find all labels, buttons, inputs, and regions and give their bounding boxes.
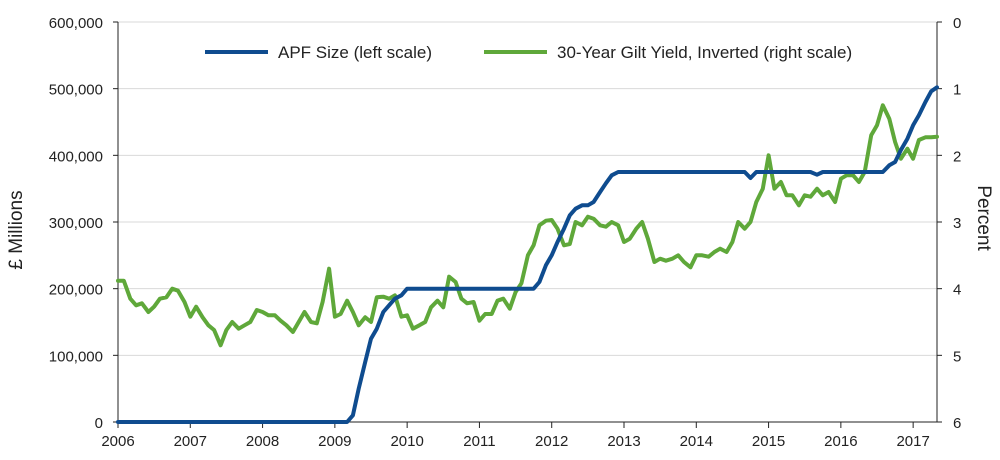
left-tick-label: 600,000 xyxy=(49,15,103,32)
x-tick-label: 2010 xyxy=(390,433,423,450)
series-layer xyxy=(116,85,939,424)
x-tick-label: 2008 xyxy=(246,433,279,450)
x-tick-label: 2009 xyxy=(318,433,351,450)
x-tick-label: 2006 xyxy=(101,433,134,450)
right-axis-title: Percent xyxy=(973,185,994,251)
x-tick-label: 2007 xyxy=(174,433,207,450)
x-tick-label: 2012 xyxy=(535,433,568,450)
left-tick-label: 0 xyxy=(95,415,103,432)
right-tick-label: 1 xyxy=(953,82,961,99)
series-line-gilt-yield xyxy=(116,103,939,348)
left-axis-title: £ Millions xyxy=(6,190,27,269)
x-tick-label: 2015 xyxy=(752,433,785,450)
right-tick-label: 4 xyxy=(953,282,961,299)
left-tick-label: 400,000 xyxy=(49,148,103,165)
legend: APF Size (left scale) 30-Year Gilt Yield… xyxy=(205,43,852,62)
left-tick-label: 200,000 xyxy=(49,282,103,299)
x-tick-label: 2011 xyxy=(463,433,495,450)
x-tick-label: 2013 xyxy=(607,433,640,450)
legend-label-gilt: 30-Year Gilt Yield, Inverted (right scal… xyxy=(557,43,852,62)
left-tick-label: 300,000 xyxy=(49,215,103,232)
x-tick-label: 2016 xyxy=(824,433,857,450)
series-line-apf-size xyxy=(116,85,939,424)
right-tick-label: 0 xyxy=(953,15,961,32)
gridlines xyxy=(117,21,938,423)
right-tick-label: 2 xyxy=(953,148,961,165)
x-axis-ticks: 2006 2007 2008 2009 2010 2011 2012 2013 2014 2015… xyxy=(101,422,930,450)
x-tick-label: 2014 xyxy=(680,433,713,450)
x-tick-label: 2017 xyxy=(896,433,929,450)
right-axis-ticks: 6 5 4 3 2 1 0 xyxy=(937,15,961,432)
right-tick-label: 5 xyxy=(953,348,961,365)
left-axis-ticks: 0 100,000 200,000 300,000 400,000 500,000 600,… xyxy=(49,15,118,432)
right-tick-label: 3 xyxy=(953,215,961,232)
left-tick-label: 100,000 xyxy=(49,348,103,365)
legend-label-apf: APF Size (left scale) xyxy=(278,43,432,62)
left-tick-label: 500,000 xyxy=(49,82,103,99)
right-tick-label: 6 xyxy=(953,415,961,432)
